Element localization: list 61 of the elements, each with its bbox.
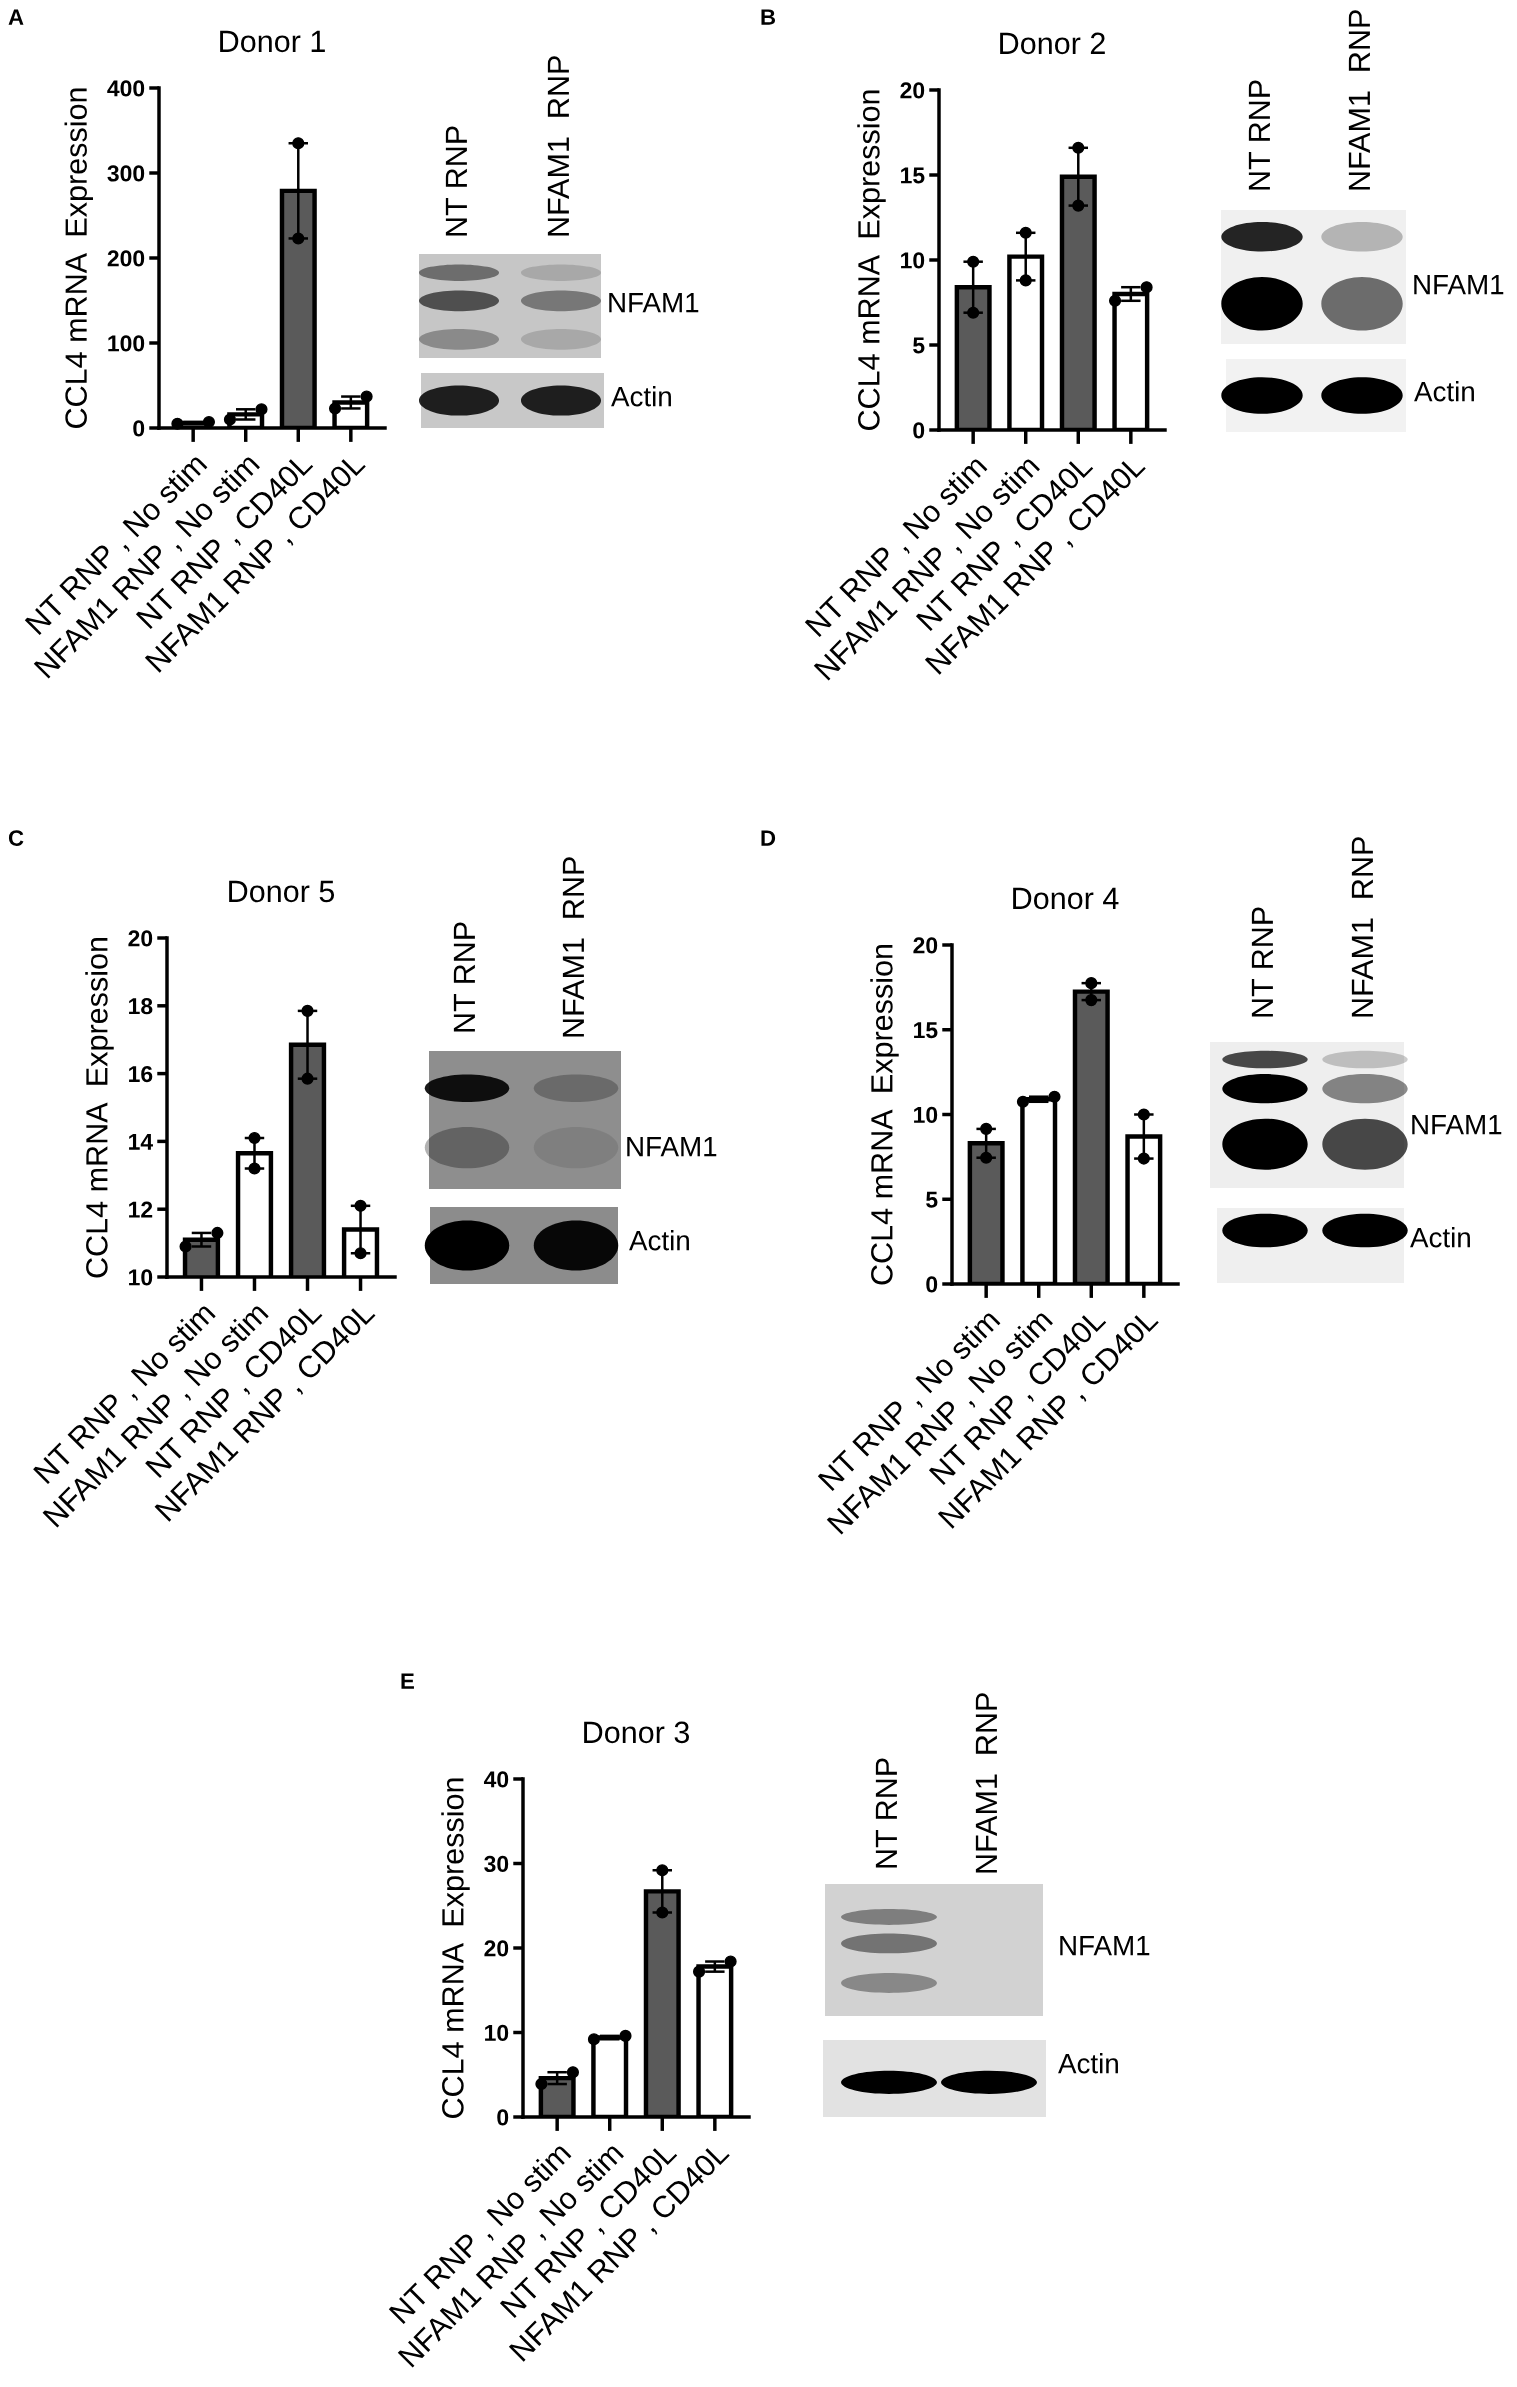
y-tick-label: 30 — [484, 1855, 509, 1873]
text: A — [8, 9, 24, 25]
y-axis-title: CCL4 mRNA Expression — [441, 1778, 470, 2118]
y-tick-label: 0 — [926, 1276, 938, 1293]
y-tick-label: 12 — [129, 1201, 153, 1218]
y-tick-label: 300 — [107, 165, 145, 182]
text: NT RNP — [445, 126, 467, 236]
text: Actin — [1058, 2053, 1118, 2074]
text: NFAM1 RNP — [562, 857, 584, 1037]
text: NFAM1 RNP — [975, 1693, 997, 1873]
y-tick-label: 0 — [913, 422, 925, 439]
y-tick-label: 15 — [914, 1022, 938, 1039]
y-tick-label: 18 — [129, 998, 153, 1015]
text: B — [761, 9, 776, 25]
y-axis-title: CCL4 mRNA Expression — [870, 944, 899, 1285]
text: Actin — [1414, 381, 1474, 402]
y-tick-label: 20 — [913, 937, 938, 954]
y-axis-title: CCL4 mRNA Expression — [85, 937, 114, 1278]
text: NFAM1 — [609, 293, 699, 313]
text: NT RNP — [453, 922, 475, 1032]
chart-title: Donor 5 — [229, 880, 335, 903]
y-tick-label: 100 — [108, 335, 145, 352]
chart-title: Donor 2 — [1000, 32, 1105, 55]
text: Actin — [611, 386, 671, 407]
y-tick-label: 20 — [900, 82, 925, 99]
text: NFAM1 RNP — [1348, 10, 1370, 190]
text: D — [761, 830, 776, 846]
y-tick-label: 14 — [129, 1133, 153, 1150]
y-tick-label: 40 — [483, 1771, 509, 1788]
text: NFAM1 — [1060, 1936, 1150, 1956]
text: NFAM1 — [627, 1137, 717, 1157]
text: NT RNP — [875, 1758, 897, 1868]
text: NFAM1 — [1414, 275, 1504, 295]
text: Actin — [629, 1230, 689, 1251]
text: NFAM1 RNP — [547, 56, 569, 236]
chart-title: Donor 1 — [220, 30, 325, 53]
chart-title: Donor 4 — [1013, 887, 1119, 910]
y-tick-label: 400 — [107, 80, 145, 97]
y-tick-label: 200 — [107, 250, 145, 267]
text: NT RNP — [1248, 80, 1270, 190]
y-tick-label: 10 — [129, 1269, 153, 1286]
text: NT RNP — [1251, 907, 1273, 1017]
text: Actin — [1410, 1227, 1470, 1248]
y-tick-label: 5 — [926, 1191, 938, 1208]
y-tick-label: 16 — [129, 1065, 153, 1083]
y-tick-label: 15 — [901, 167, 925, 184]
y-tick-label: 10 — [901, 252, 925, 269]
y-tick-label: 20 — [484, 1940, 509, 1957]
text: NFAM1 RNP — [1351, 837, 1373, 1017]
y-axis-title: CCL4 mRNA Expression — [857, 90, 886, 430]
y-tick-label: 0 — [133, 420, 145, 437]
y-tick-label: 10 — [485, 2024, 509, 2042]
y-axis-title: CCL4 mRNA Expression — [64, 88, 93, 428]
y-tick-label: 5 — [913, 337, 925, 354]
y-tick-label: 20 — [128, 930, 153, 947]
y-tick-label: 10 — [914, 1106, 938, 1124]
text: E — [401, 1673, 414, 1689]
text: NFAM1 — [1412, 1115, 1502, 1135]
chart-title: Donor 3 — [584, 1721, 690, 1744]
y-tick-label: 0 — [497, 2109, 509, 2126]
text: C — [8, 830, 24, 846]
